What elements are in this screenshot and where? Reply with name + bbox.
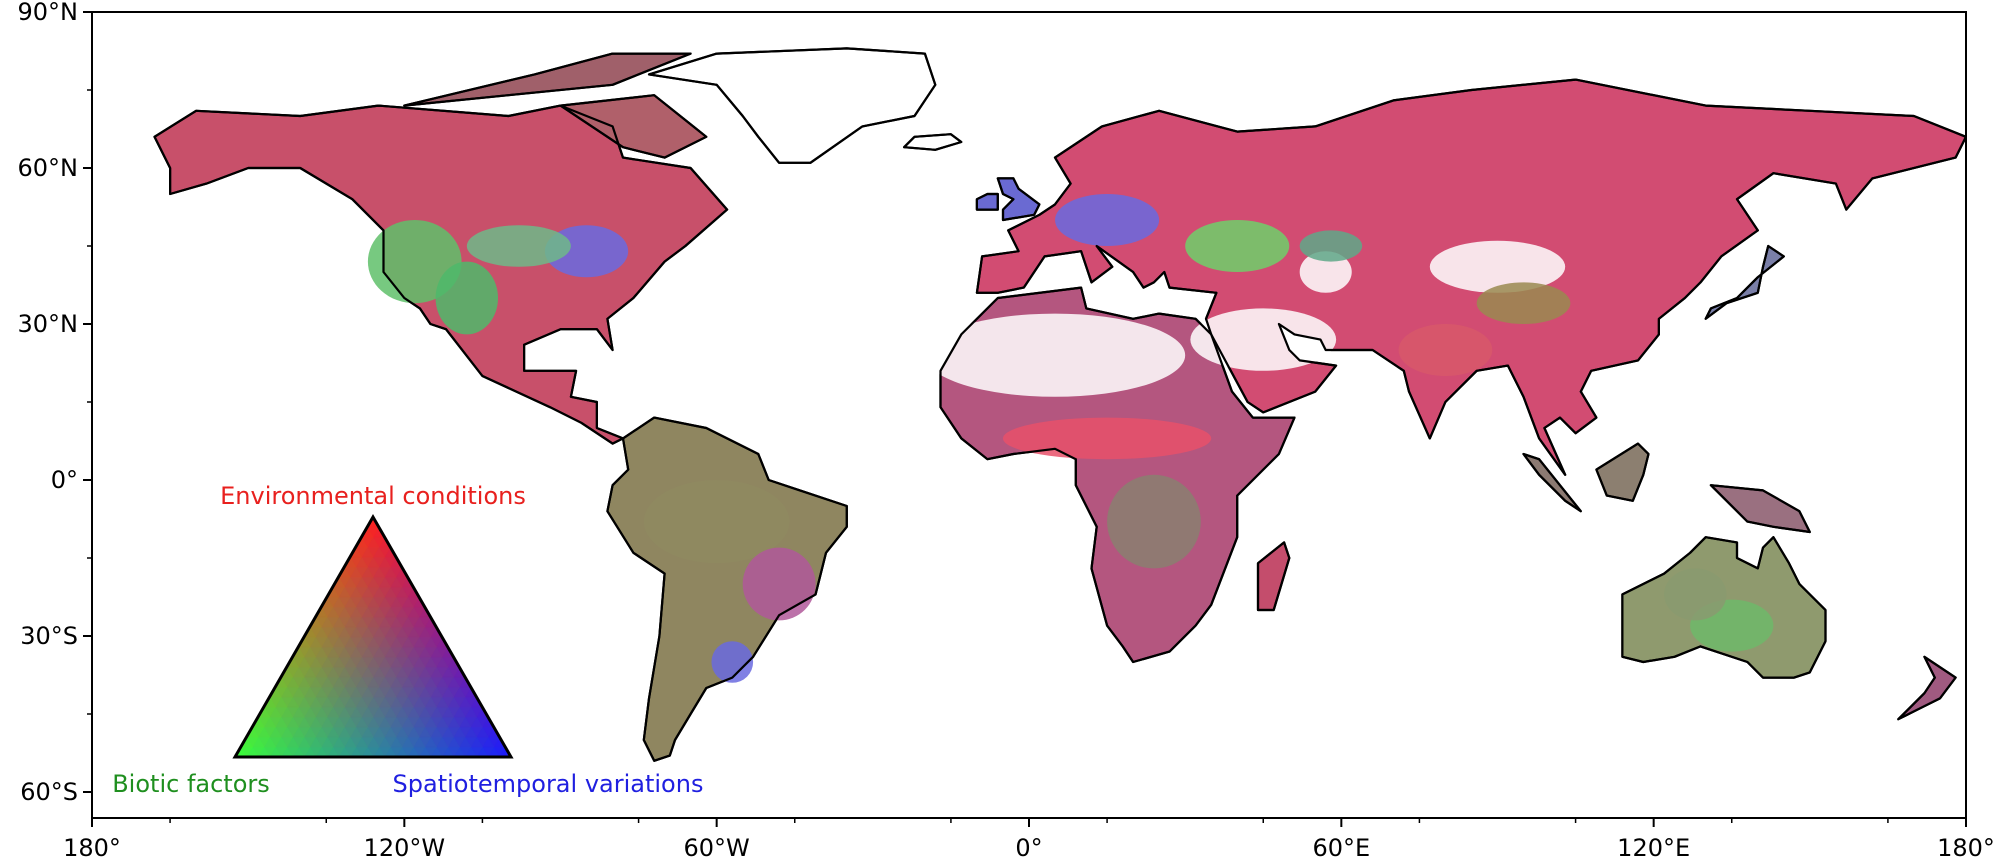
coastline-madagascar: [1256, 541, 1291, 612]
longitude-axis: 180° 120°W 60°W 0° 60°E 120°E 180°: [63, 818, 1995, 862]
land-color-patch: [924, 313, 1186, 397]
latitude-axis: 90°N 60°N 30°N 0° 30°S 60°S: [18, 0, 92, 806]
coastline-baffin: [559, 94, 708, 159]
x-tick-label: 60°E: [1312, 834, 1370, 862]
land-color-patch: [1398, 324, 1493, 376]
land-color-patch: [1429, 240, 1566, 293]
land-color-patch: [1185, 220, 1290, 272]
y-tick-label: 60°N: [18, 154, 79, 182]
coastline-iceland: [902, 133, 963, 151]
x-tick-label: 180°: [1937, 834, 1995, 862]
x-tick-label: 60°W: [684, 834, 750, 862]
x-tick-label: 180°: [63, 834, 121, 862]
land-color-patch: [1190, 308, 1337, 371]
ternary-legend: Environmental conditions Biotic factors …: [112, 482, 703, 798]
coastline-new-zealand: [1897, 655, 1957, 721]
y-tick-label: 30°S: [20, 622, 78, 650]
y-tick-label: 0°: [51, 466, 78, 494]
x-tick-label: 0°: [1015, 834, 1042, 862]
coastline-greenland: [647, 47, 937, 164]
coastline-north-america: [153, 104, 729, 445]
y-tick-label: 60°S: [20, 778, 78, 806]
landmass-sumatra: [1522, 452, 1582, 513]
y-tick-label: 90°N: [18, 0, 79, 26]
coastline-sumatra: [1522, 452, 1582, 513]
legend-top-label: Environmental conditions: [220, 482, 526, 510]
land-color-patch: [1299, 230, 1363, 262]
land-color-patch: [1299, 251, 1352, 293]
coastline-ireland: [975, 192, 999, 211]
legend-right-label: Spatiotemporal variations: [393, 770, 704, 798]
land-color-patch: [742, 547, 816, 621]
coastline-south-america: [606, 416, 848, 762]
land-color-patch: [1476, 282, 1571, 325]
landmass-greenland: [647, 47, 937, 164]
legend-left-label: Biotic factors: [112, 770, 270, 798]
land-coverage-layer: [153, 47, 1966, 762]
land-color-patch: [1107, 474, 1201, 569]
coastline-arctic-islands: [403, 52, 692, 107]
land-color-patch: [1002, 417, 1212, 460]
coastline-borneo: [1595, 442, 1650, 502]
land-color-patch: [643, 479, 790, 564]
coastline-uk: [996, 177, 1041, 222]
land-color-patch: [466, 225, 571, 267]
y-tick-label: 30°N: [18, 310, 79, 338]
x-tick-label: 120°E: [1617, 834, 1690, 862]
land-color-patch: [1664, 568, 1727, 621]
land-color-patch: [711, 641, 754, 683]
coastline-japan: [1704, 244, 1785, 320]
land-color-patch: [1055, 194, 1160, 246]
landmass-ireland: [975, 192, 999, 211]
coastline-africa: [939, 286, 1296, 664]
coastline-australia: [1621, 536, 1827, 679]
legend-triangle-border: [232, 513, 514, 759]
coastline-eurasia: [975, 78, 1966, 476]
ternary-legend-triangle: [232, 513, 514, 759]
x-tick-label: 120°W: [364, 834, 446, 862]
coastline-new-guinea: [1709, 484, 1811, 534]
land-color-patch: [435, 261, 499, 335]
